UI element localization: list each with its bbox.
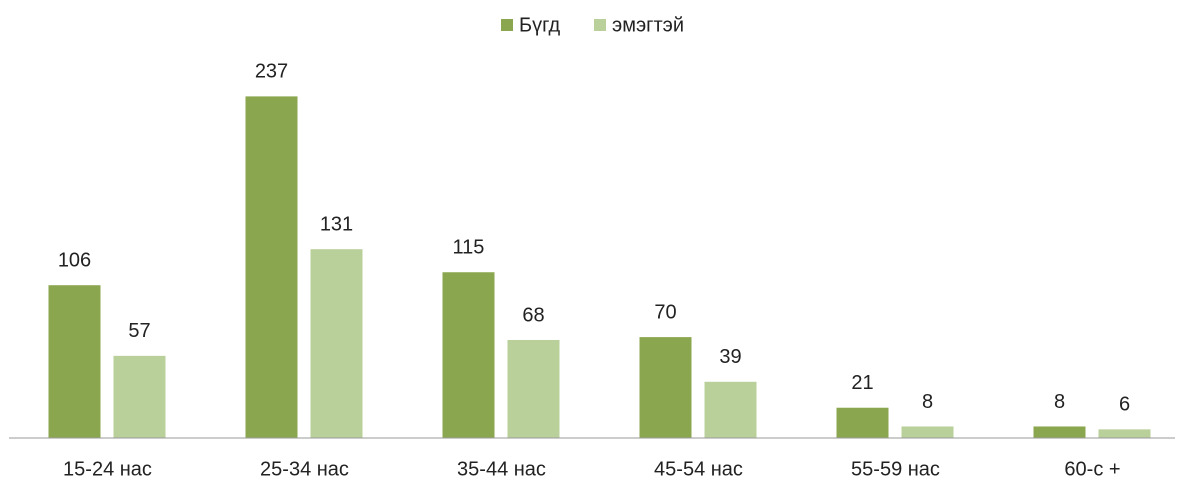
bar — [48, 285, 101, 438]
legend-swatch — [594, 19, 606, 31]
bar — [901, 426, 954, 438]
value-label: 237 — [255, 61, 288, 83]
bar — [704, 381, 757, 438]
x-tick-label: 45-54 нас — [654, 458, 743, 480]
bar — [245, 96, 298, 439]
bar — [836, 407, 889, 438]
value-label: 21 — [851, 372, 873, 394]
bar — [310, 249, 363, 438]
value-label: 131 — [320, 213, 353, 235]
bar — [113, 355, 166, 438]
bar — [1033, 426, 1086, 438]
x-tick-label: 15-24 нас — [63, 458, 152, 480]
value-label: 39 — [719, 346, 741, 368]
legend-label: эмэгтэй — [612, 14, 684, 36]
value-label: 8 — [1054, 391, 1065, 413]
value-label: 70 — [654, 301, 676, 323]
value-label: 57 — [128, 320, 150, 342]
bar — [1098, 429, 1151, 438]
value-label: 115 — [453, 237, 485, 259]
x-tick-label: 60-с + — [1064, 458, 1120, 480]
legend-label: Бүгд — [519, 14, 561, 36]
bar — [507, 339, 560, 438]
value-label: 6 — [1119, 394, 1130, 416]
x-tick-label: 35-44 нас — [457, 458, 546, 480]
x-tick-label: 25-34 нас — [260, 458, 349, 480]
bar — [442, 272, 495, 438]
value-label: 106 — [58, 249, 91, 271]
x-tick-label: 55-59 нас — [851, 458, 940, 480]
bar — [639, 337, 692, 438]
legend-swatch — [501, 19, 513, 31]
value-label: 8 — [922, 391, 933, 413]
value-label: 68 — [522, 304, 544, 326]
